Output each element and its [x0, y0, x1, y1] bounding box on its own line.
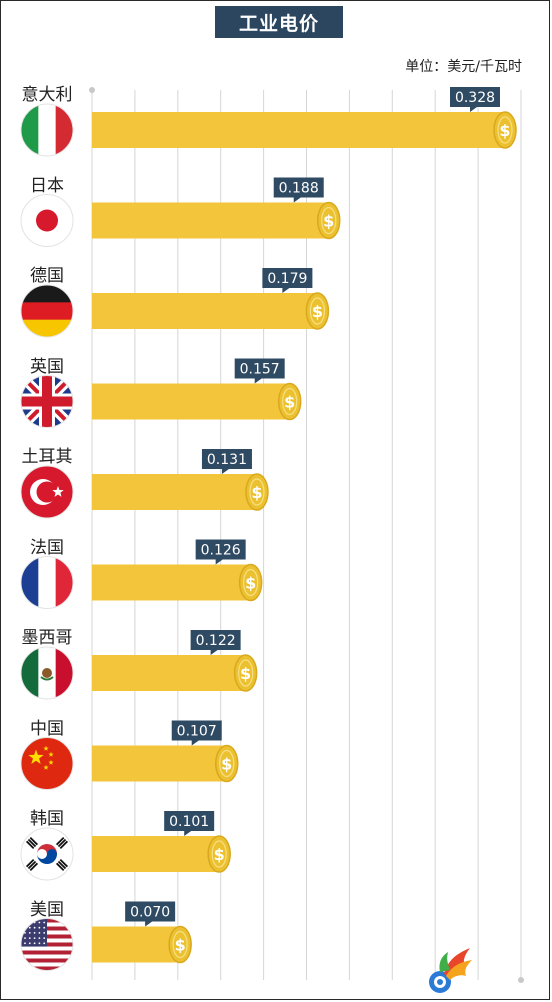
france-flag-icon [20, 556, 74, 609]
value-label-box [273, 177, 324, 198]
value-label: 0.070 [130, 905, 170, 921]
country-label: 墨西哥 [21, 628, 73, 648]
bar [92, 564, 251, 601]
country-label: 美国 [30, 899, 64, 920]
germany-flag-icon [20, 284, 74, 338]
japan-flag-icon [20, 194, 74, 247]
value-label-box [450, 87, 500, 107]
chart-title: 工业电价 [215, 6, 343, 38]
bar [92, 474, 257, 510]
dollar-sign-icon: $ [240, 664, 251, 683]
bar [92, 655, 246, 691]
value-label: 0.131 [207, 452, 247, 468]
uk-flag-icon [20, 375, 74, 428]
dollar-sign-icon: $ [245, 574, 256, 593]
value-label: 0.122 [196, 633, 236, 649]
value-label-box [201, 449, 252, 469]
mexico-flag-icon [20, 646, 74, 700]
dollar-sign-icon: $ [284, 393, 295, 412]
country-label: 土耳其 [21, 447, 73, 467]
turkey-flag-icon [20, 465, 74, 519]
country-label: 德国 [30, 266, 64, 286]
value-label-box [234, 358, 285, 379]
bar [92, 836, 220, 872]
dollar-sign-icon: $ [312, 302, 323, 321]
dollar-sign-icon: $ [251, 483, 262, 502]
bar [92, 293, 318, 329]
bar [92, 745, 227, 782]
value-label-box [262, 268, 313, 288]
china-flag-icon [20, 737, 74, 790]
country-label: 意大利 [21, 85, 73, 105]
dollar-sign-icon: $ [499, 121, 510, 140]
value-label-box [125, 901, 176, 922]
dollar-sign-icon: $ [323, 212, 334, 231]
value-label: 0.328 [455, 90, 495, 106]
value-label-box [164, 811, 215, 831]
value-label: 0.107 [177, 724, 217, 740]
value-label: 0.126 [201, 543, 241, 559]
bar [92, 926, 181, 963]
value-label-box [190, 630, 241, 650]
value-label: 0.157 [240, 362, 280, 378]
bar [92, 202, 329, 239]
bar [92, 383, 290, 420]
dollar-sign-icon: $ [175, 936, 186, 955]
axis-dot [518, 977, 524, 983]
italy-flag-icon [20, 103, 74, 157]
dollar-sign-icon: $ [221, 755, 232, 774]
unit-label: 单位：美元/千瓦时 [405, 59, 522, 75]
country-label: 日本 [30, 175, 64, 196]
country-label: 中国 [30, 718, 64, 739]
country-label: 韩国 [30, 809, 64, 829]
usa-flag-icon [20, 918, 74, 971]
brand-logo-icon [429, 948, 472, 993]
value-label: 0.179 [267, 271, 307, 287]
dollar-sign-icon: $ [214, 845, 225, 864]
value-label: 0.188 [279, 181, 319, 197]
value-label-box [195, 539, 246, 560]
korea-flag-icon [20, 827, 74, 881]
value-label: 0.101 [169, 814, 209, 830]
bar [92, 112, 505, 148]
country-label: 英国 [30, 356, 64, 377]
value-label-box [171, 720, 222, 741]
axis-dot [89, 87, 95, 93]
country-label: 法国 [30, 537, 64, 558]
